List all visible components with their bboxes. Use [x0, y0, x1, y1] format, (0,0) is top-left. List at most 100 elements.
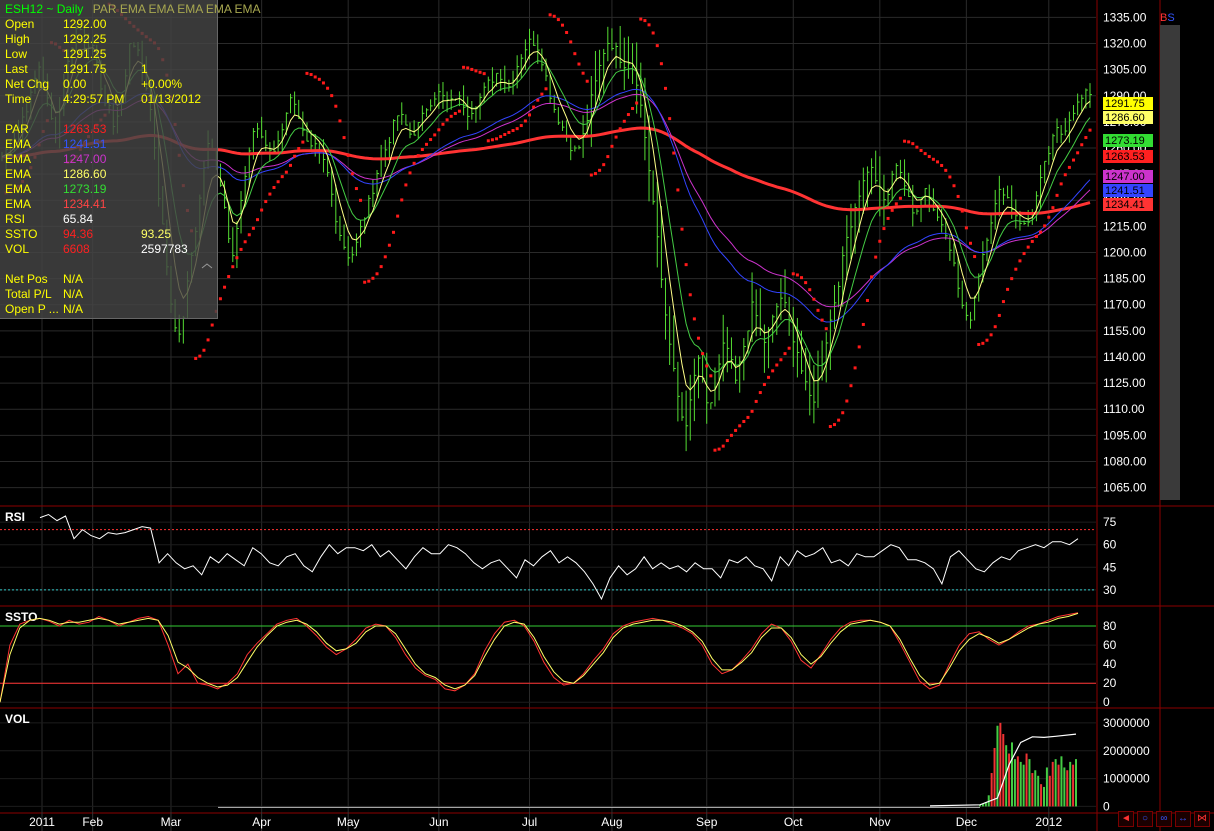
sar-dot [210, 323, 214, 327]
y-tick-label: 60 [1103, 538, 1117, 552]
sar-dot [610, 144, 614, 148]
info-row-value: 1291.25 [63, 47, 107, 61]
resize-grip-icon[interactable] [200, 262, 214, 270]
sar-dot [664, 86, 668, 90]
info-row-label: RSI [5, 212, 26, 226]
info-row-label: Open [5, 17, 35, 31]
sar-dot [631, 106, 635, 110]
chart-toolbar-button-icon[interactable]: ◄ [1118, 811, 1134, 827]
sar-dot [1030, 239, 1034, 243]
sar-dot [598, 168, 602, 172]
sar-dot [870, 275, 874, 279]
sar-dot [453, 111, 457, 115]
info-row-value: 1234.41 [63, 197, 107, 211]
chart-toolbar-button-icon[interactable]: ⋈ [1194, 811, 1210, 827]
sar-dot [264, 200, 268, 204]
sar-dot [474, 69, 478, 73]
rsi-panel-label: RSI [5, 510, 25, 524]
sar-dot [198, 354, 202, 358]
volume-average-line [929, 733, 1077, 807]
sar-dot [1001, 300, 1005, 304]
sar-dot [1063, 173, 1067, 177]
sar-dot [396, 214, 400, 218]
sar-dot [948, 175, 952, 179]
price-tag-label: 1273.19 [1105, 135, 1145, 147]
sar-dot [816, 308, 820, 312]
sar-dot [359, 198, 363, 202]
x-tick-label: Mar [161, 815, 182, 829]
sar-dot [544, 87, 548, 91]
sar-dot [1043, 224, 1047, 228]
y-tick-label: 1080.00 [1103, 454, 1147, 468]
sar-dot [585, 79, 589, 83]
info-row-label: Last [5, 62, 28, 76]
info-row-value: 1273.19 [63, 182, 107, 196]
x-tick-label: Sep [696, 815, 718, 829]
info-row-value: 1247.00 [63, 152, 107, 166]
sar-dot [985, 338, 989, 342]
sar-dot [1006, 287, 1010, 291]
volume-bars [979, 722, 1077, 807]
sar-dot [408, 171, 412, 175]
sar-dot [515, 127, 519, 131]
buy-sell-badge[interactable]: BS [1160, 12, 1175, 24]
sar-dot [993, 325, 997, 329]
sar-dot [890, 208, 894, 212]
sar-dot [1059, 182, 1063, 186]
chart-toolbar-button-icon[interactable]: ∞ [1156, 811, 1172, 827]
sar-dot [342, 136, 346, 140]
sar-dot [379, 265, 383, 269]
sar-dot [618, 127, 622, 131]
sar-dot [738, 424, 742, 428]
sar-dot [1051, 206, 1055, 210]
info-row-label: SSTO [5, 227, 38, 241]
y-tick-label: 1155.00 [1103, 324, 1146, 338]
sar-dot [729, 433, 733, 437]
sar-dot [804, 281, 808, 285]
y-tick-label: 1185.00 [1103, 272, 1146, 286]
chart-toolbar-button-icon[interactable]: ○ [1137, 811, 1153, 827]
price-tag-label: 1241.51 [1105, 185, 1145, 197]
sar-dot [363, 280, 367, 284]
info-row-label: Low [5, 47, 28, 61]
sar-dot [470, 67, 474, 71]
sar-dot [499, 135, 503, 139]
sar-dot [284, 170, 288, 174]
sar-dot [639, 17, 643, 21]
sar-dot [837, 418, 841, 422]
sar-dot [886, 216, 890, 220]
sar-dot [556, 18, 560, 22]
y-tick-label: 1125.00 [1103, 376, 1146, 390]
sar-dot [878, 239, 882, 243]
sar-dot [375, 272, 379, 276]
ssto-panel-label: SSTO [5, 610, 37, 624]
sar-dot [528, 113, 532, 117]
sar-dot [1014, 267, 1018, 271]
sar-dot [511, 129, 515, 133]
sar-dot [507, 130, 511, 134]
x-tick-label: Oct [784, 815, 803, 829]
sar-dot [672, 151, 676, 155]
sar-dot [519, 124, 523, 128]
chart-toolbar-button-icon[interactable]: ↔ [1175, 811, 1191, 827]
price-tag-label: 1286.60 [1105, 112, 1145, 124]
sar-dot [565, 30, 569, 34]
sar-dot [589, 173, 593, 177]
sar-dot [787, 346, 791, 350]
sar-dot [503, 132, 507, 136]
rsi-line [39, 513, 1079, 601]
sar-dot [560, 23, 564, 27]
sar-dot [1055, 193, 1059, 197]
info-row-value: 1292.00 [63, 17, 107, 31]
sar-dot [330, 94, 334, 98]
sar-dot [239, 247, 243, 251]
sar-dot [346, 153, 350, 157]
sar-dot [635, 101, 639, 105]
price-tag [1103, 111, 1153, 124]
chart-title: ESH12 ~ Daily PAR EMA EMA EMA EMA EMA [5, 2, 261, 16]
y-tick-label: 2000000 [1103, 744, 1150, 758]
info-row-label: Total P/L [5, 287, 52, 301]
sar-dot [692, 317, 696, 321]
x-tick-label: Dec [956, 815, 977, 829]
price-tag-label: 1234.41 [1105, 199, 1145, 211]
